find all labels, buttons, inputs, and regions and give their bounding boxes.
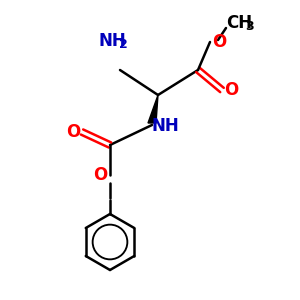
Text: O: O <box>66 123 80 141</box>
Polygon shape <box>148 95 158 123</box>
Text: NH: NH <box>151 117 179 135</box>
Text: 3: 3 <box>246 20 254 34</box>
Text: 2: 2 <box>118 38 127 52</box>
Text: O: O <box>93 166 107 184</box>
Text: O: O <box>212 33 226 51</box>
Text: NH: NH <box>98 32 126 50</box>
Text: O: O <box>224 81 238 99</box>
Text: CH: CH <box>226 14 252 32</box>
